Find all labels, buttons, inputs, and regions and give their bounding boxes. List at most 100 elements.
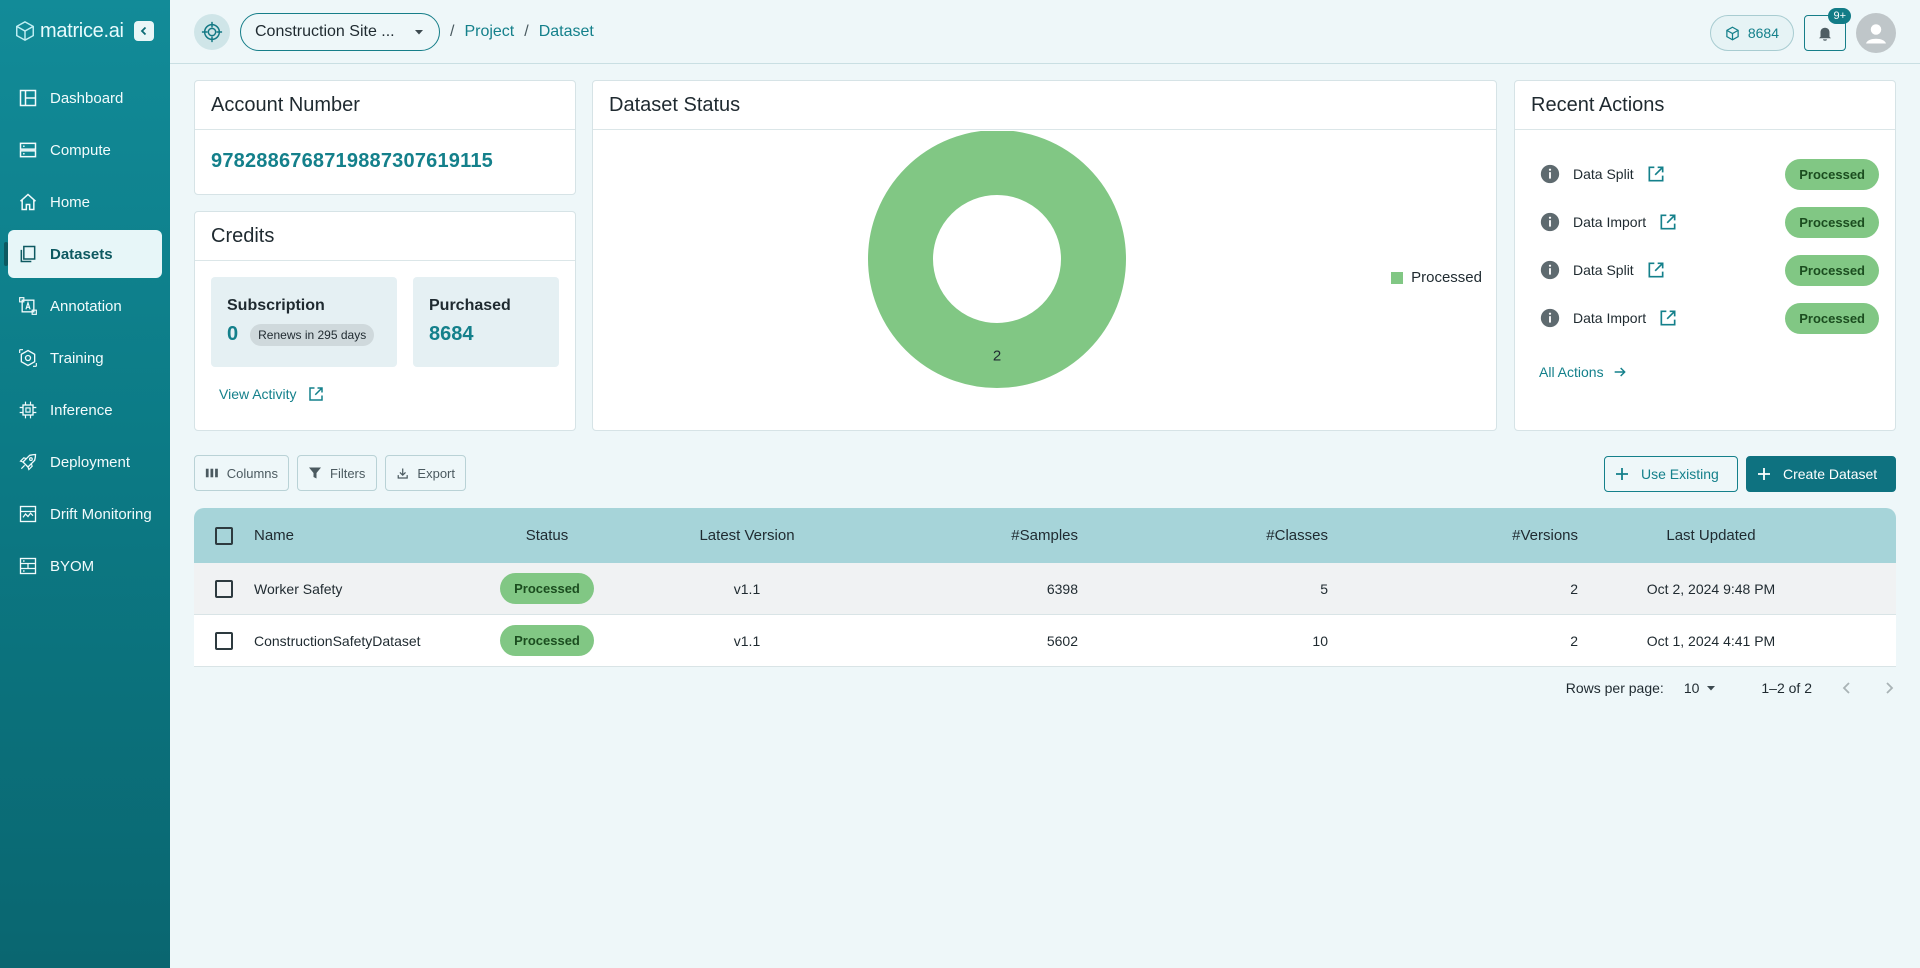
arrow-right-icon bbox=[1614, 367, 1626, 377]
row-checkbox[interactable] bbox=[215, 579, 233, 598]
donut-slice-processed[interactable] bbox=[868, 131, 1126, 388]
column-header-latest-version[interactable]: Latest Version bbox=[699, 527, 795, 544]
dashboard-icon bbox=[19, 89, 37, 107]
action-external-link[interactable] bbox=[1646, 260, 1666, 280]
donut-value-label: 2 bbox=[993, 348, 1001, 365]
info-icon[interactable] bbox=[1539, 163, 1561, 185]
status-badge: Processed bbox=[500, 625, 594, 656]
sidebar-item-drift-monitoring[interactable]: Drift Monitoring bbox=[8, 490, 162, 538]
brand: matrice.ai bbox=[0, 0, 170, 62]
sidebar-nav: Dashboard Compute Home Datasets Annotati… bbox=[0, 74, 170, 590]
filter-icon bbox=[309, 467, 321, 479]
purchased-box: Purchased 8684 bbox=[413, 277, 559, 367]
sidebar-item-label: Home bbox=[50, 193, 91, 211]
rows-per-page-select[interactable]: 10 bbox=[1684, 680, 1718, 696]
info-icon[interactable] bbox=[1539, 211, 1561, 233]
sidebar-item-label: Training bbox=[50, 349, 104, 367]
create-dataset-button[interactable]: Create Dataset bbox=[1746, 456, 1896, 492]
download-icon bbox=[397, 467, 408, 479]
credits-chip[interactable]: 8684 bbox=[1709, 15, 1794, 51]
action-external-link[interactable] bbox=[1646, 164, 1666, 184]
column-header-name[interactable]: Name bbox=[254, 527, 295, 544]
rocket-icon bbox=[19, 453, 37, 471]
dataset-status-donut-chart: 2 bbox=[868, 131, 1126, 388]
sidebar-item-home[interactable]: Home bbox=[8, 178, 162, 226]
sidebar-item-training[interactable]: Training bbox=[8, 334, 162, 382]
target-icon bbox=[201, 21, 223, 42]
column-header-samples[interactable]: #Samples bbox=[1011, 527, 1078, 544]
latest-version: v1.1 bbox=[733, 580, 761, 597]
annotation-icon bbox=[19, 297, 37, 315]
select-all-checkbox[interactable] bbox=[215, 526, 233, 545]
column-header-classes[interactable]: #Classes bbox=[1266, 527, 1328, 544]
columns-button[interactable]: Columns bbox=[194, 455, 289, 491]
sidebar-item-label: Drift Monitoring bbox=[50, 505, 152, 523]
notifications-button[interactable]: 9+ bbox=[1804, 8, 1851, 51]
subscription-value: 0 bbox=[227, 323, 239, 345]
status-badge: Processed bbox=[1785, 206, 1879, 238]
create-dataset-label: Create Dataset bbox=[1783, 466, 1878, 482]
home-icon bbox=[20, 193, 36, 211]
all-actions-link[interactable]: All Actions bbox=[1539, 364, 1628, 380]
sidebar-item-byom[interactable]: BYOM bbox=[8, 542, 162, 590]
column-header-status[interactable]: Status bbox=[525, 527, 569, 544]
chip-icon bbox=[19, 401, 37, 419]
avatar[interactable] bbox=[1856, 13, 1896, 53]
chevron-left-icon bbox=[1842, 682, 1850, 694]
sidebar: matrice.ai Dashboard Compute Home Datase… bbox=[0, 0, 170, 968]
column-header-versions[interactable]: #Versions bbox=[1512, 527, 1578, 544]
datasets-icon bbox=[20, 245, 36, 263]
collapse-sidebar-button[interactable] bbox=[134, 21, 154, 41]
row-select-cell bbox=[194, 579, 254, 598]
row-checkbox[interactable] bbox=[215, 631, 233, 650]
training-icon bbox=[19, 349, 37, 367]
sidebar-item-inference[interactable]: Inference bbox=[8, 386, 162, 434]
chart-legend[interactable]: Processed bbox=[1391, 269, 1482, 286]
sidebar-item-compute[interactable]: Compute bbox=[8, 126, 162, 174]
action-external-link[interactable] bbox=[1658, 212, 1678, 232]
export-button[interactable]: Export bbox=[385, 455, 466, 491]
dataset-name[interactable]: Worker Safety bbox=[254, 580, 343, 597]
breadcrumb-dataset[interactable]: Dataset bbox=[538, 22, 594, 40]
sidebar-item-annotation[interactable]: Annotation bbox=[8, 282, 162, 330]
latest-version: v1.1 bbox=[733, 632, 761, 649]
table-row[interactable]: Worker Safety Processed v1.1 6398 5 2 Oc… bbox=[194, 563, 1896, 615]
sidebar-item-label: Deployment bbox=[50, 453, 131, 471]
caret-down-icon bbox=[415, 29, 423, 34]
action-external-link[interactable] bbox=[1658, 308, 1678, 328]
table-row[interactable]: ConstructionSafetyDataset Processed v1.1… bbox=[194, 615, 1896, 667]
action-row: Data Split Processed bbox=[1539, 150, 1879, 198]
previous-page-button[interactable] bbox=[1840, 681, 1854, 695]
bell-icon bbox=[1819, 27, 1831, 41]
view-activity-link[interactable]: View Activity bbox=[219, 385, 325, 403]
info-icon[interactable] bbox=[1539, 259, 1561, 281]
sidebar-item-deployment[interactable]: Deployment bbox=[8, 438, 162, 486]
filters-button[interactable]: Filters bbox=[297, 455, 377, 491]
project-select[interactable]: Construction Site ... bbox=[240, 12, 440, 51]
plus-icon bbox=[1758, 468, 1770, 480]
sidebar-item-datasets[interactable]: Datasets bbox=[4, 230, 162, 278]
row-select-cell bbox=[194, 631, 254, 650]
classes-count: 10 bbox=[1312, 632, 1328, 649]
select-all-cell bbox=[194, 526, 254, 545]
logo[interactable]: matrice.ai bbox=[14, 20, 124, 43]
dataset-name[interactable]: ConstructionSafetyDataset bbox=[254, 632, 421, 649]
next-page-button[interactable] bbox=[1882, 681, 1896, 695]
user-icon bbox=[1866, 24, 1886, 44]
rows-per-page-value: 10 bbox=[1683, 680, 1700, 696]
status-badge: Processed bbox=[1785, 302, 1879, 334]
breadcrumb-project[interactable]: Project bbox=[464, 22, 515, 40]
subscription-row: 0 Renews in 295 days bbox=[227, 323, 381, 346]
info-icon[interactable] bbox=[1539, 307, 1561, 329]
use-existing-button[interactable]: Use Existing bbox=[1604, 456, 1738, 492]
server-icon bbox=[19, 142, 37, 158]
project-icon[interactable] bbox=[194, 13, 230, 50]
pagination: Rows per page: 10 1–2 of 2 bbox=[1566, 680, 1896, 696]
external-link-icon bbox=[1660, 310, 1676, 326]
datasets-table: Name Status Latest Version #Samples #Cla… bbox=[194, 508, 1896, 667]
sidebar-item-dashboard[interactable]: Dashboard bbox=[8, 74, 162, 122]
subscription-label: Subscription bbox=[227, 297, 325, 314]
breadcrumb-separator: / bbox=[450, 22, 455, 40]
column-header-last-updated[interactable]: Last Updated bbox=[1666, 527, 1756, 544]
status-cell: Processed bbox=[472, 573, 622, 604]
